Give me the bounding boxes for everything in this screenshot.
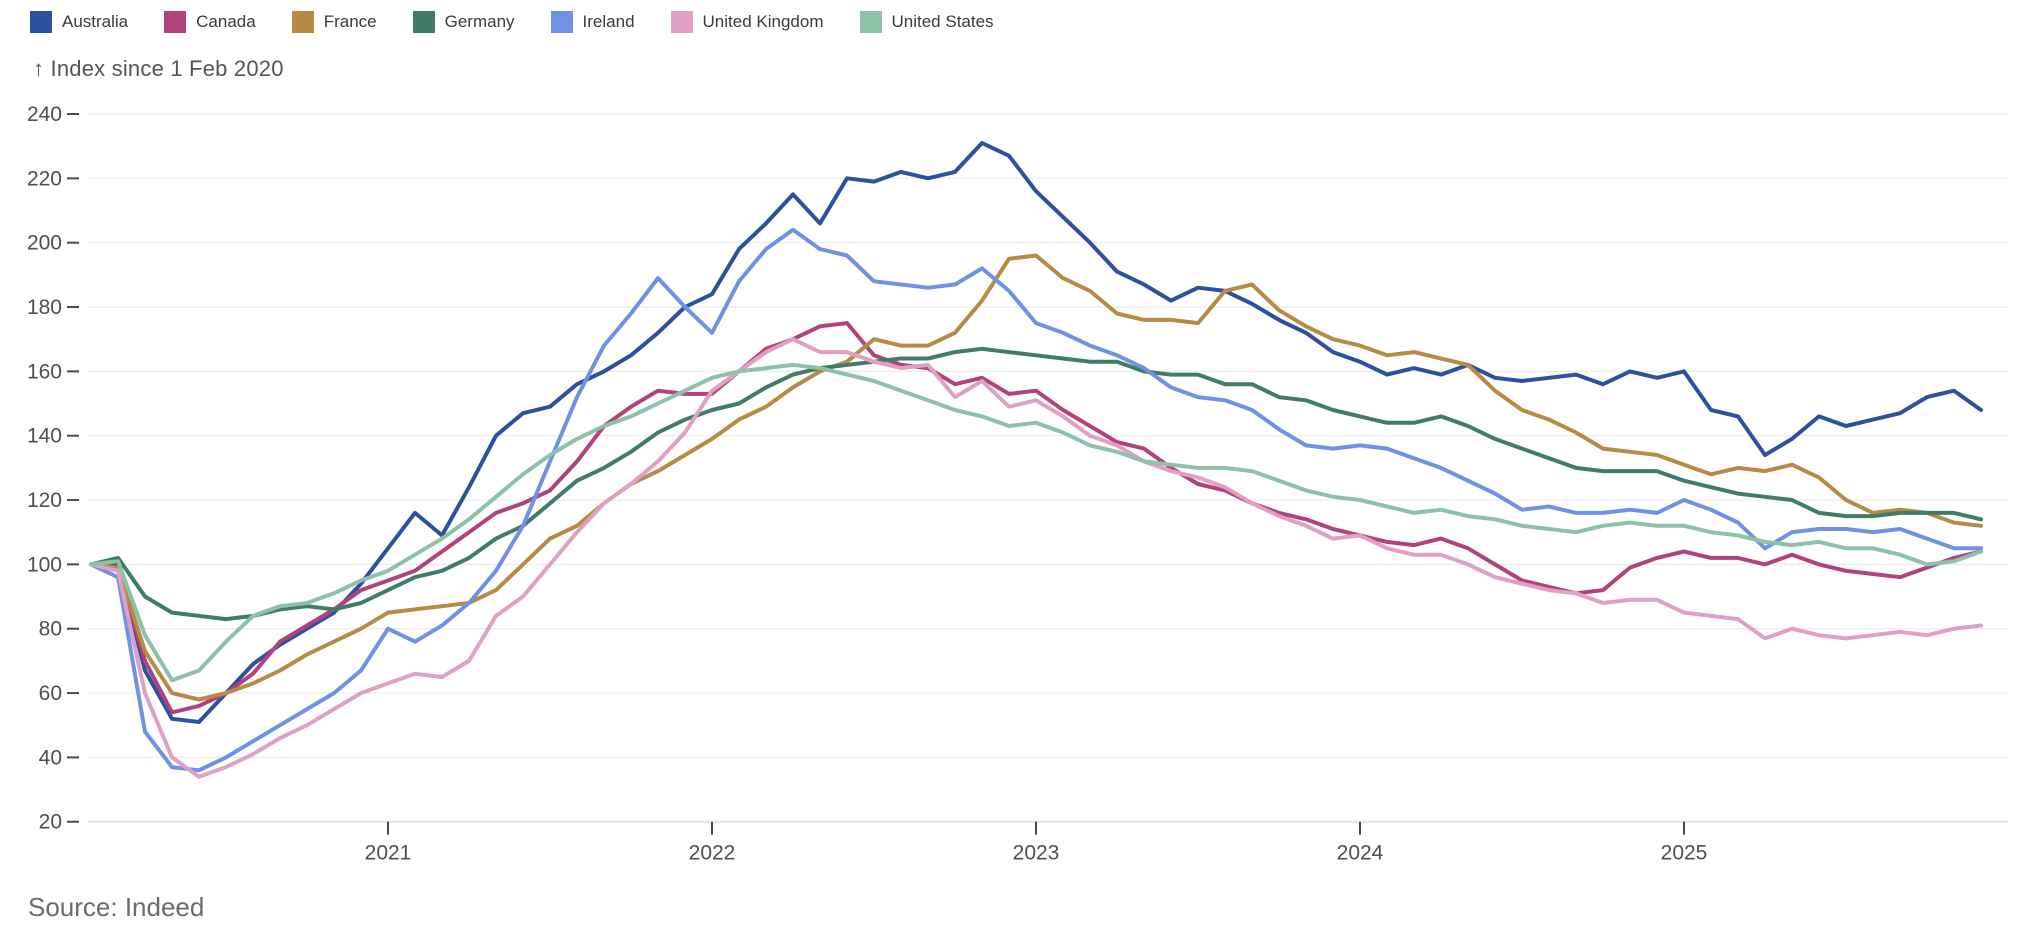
legend-item-australia: Australia [30,11,128,33]
line-australia [89,141,1983,724]
legend-item-ireland: Ireland [550,11,635,33]
x-axis: 2021 2022 2023 2024 2025 [365,821,1708,865]
y-axis: 20 40 60 80 100 120 140 160 180 200 220 240 [27,103,79,834]
y-tick-label: 140 [27,425,62,448]
line-france [89,253,1983,702]
legend-swatch [670,11,693,33]
y-tick-label: 80 [39,618,62,641]
legend-item-france: France [291,11,377,33]
legend-swatch [412,11,435,33]
legend-swatch [30,11,52,33]
legend-item-united-kingdom: United Kingdom [670,11,824,33]
legend-swatch [291,11,314,33]
page-title: ↑ Index since 1 Feb 2020 [33,56,284,81]
x-tick-label: 2025 [1661,842,1708,865]
x-tick-label: 2022 [689,842,736,865]
legend-swatch [859,11,882,33]
line-united-kingdom [89,337,1983,779]
legend-swatch [164,11,187,33]
y-tick-label: 200 [27,232,62,255]
line-germany [89,346,1983,622]
legend-label: Ireland [582,12,635,31]
y-tick-label: 20 [39,811,62,834]
y-tick-label: 40 [39,746,62,769]
x-tick-label: 2023 [1013,842,1060,865]
y-tick-label: 120 [27,489,62,512]
y-tick-label: 160 [27,360,62,383]
legend-label: France [323,12,377,31]
legend-label: United States [891,12,994,31]
source-note: Source: Indeed [28,892,205,922]
legend-item-united-states: United States [859,11,994,33]
line-united-states [89,362,1983,683]
legend: Australia Canada France Germany Ireland Unite… [30,11,994,33]
legend-item-germany: Germany [412,11,515,33]
legend-label: United Kingdom [702,12,824,31]
y-tick-label: 100 [27,553,62,576]
y-tick-label: 60 [39,682,62,705]
series-lines [89,141,1983,779]
y-tick-label: 220 [27,167,62,190]
legend-label: Australia [62,12,129,31]
gridlines [88,113,2008,823]
legend-label: Germany [444,12,515,31]
x-tick-label: 2024 [1337,842,1384,865]
y-tick-label: 240 [27,103,62,126]
legend-item-canada: Canada [164,11,256,33]
line-ireland [89,227,1983,773]
y-tick-label: 180 [27,296,62,319]
x-tick-label: 2021 [365,842,412,865]
line-canada [89,321,1983,715]
legend-swatch [550,11,573,33]
legend-label: Canada [196,12,256,31]
